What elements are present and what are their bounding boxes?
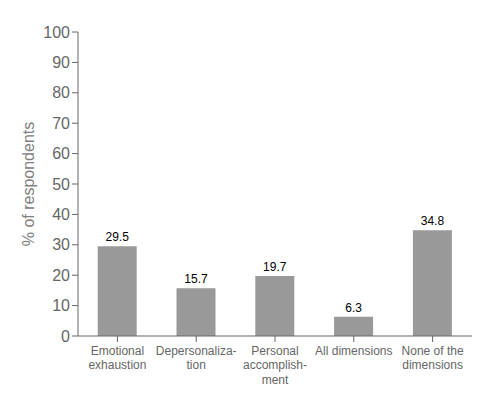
svg-text:40: 40	[52, 206, 70, 223]
svg-text:All dimensions: All dimensions	[315, 344, 392, 358]
svg-text:Personalaccomplish-ment: Personalaccomplish-ment	[243, 344, 307, 387]
svg-text:50: 50	[52, 176, 70, 193]
svg-text:15.7: 15.7	[184, 272, 208, 286]
svg-text:80: 80	[52, 84, 70, 101]
svg-text:0: 0	[61, 328, 70, 345]
svg-text:70: 70	[52, 115, 70, 132]
svg-text:6.3: 6.3	[345, 301, 362, 315]
svg-text:10: 10	[52, 297, 70, 314]
svg-text:Depersonaliza-tion: Depersonaliza-tion	[156, 344, 237, 372]
svg-text:34.8: 34.8	[421, 214, 445, 228]
svg-text:60: 60	[52, 145, 70, 162]
svg-text:% of respondents: % of respondents	[20, 122, 37, 247]
svg-text:Emotionalexhaustion: Emotionalexhaustion	[88, 344, 146, 372]
svg-text:19.7: 19.7	[263, 260, 287, 274]
svg-text:90: 90	[52, 54, 70, 71]
svg-text:30: 30	[52, 236, 70, 253]
svg-text:100: 100	[43, 24, 70, 41]
svg-text:20: 20	[52, 267, 70, 284]
svg-text:29.5: 29.5	[106, 230, 130, 244]
svg-text:None of thedimensions: None of thedimensions	[402, 344, 464, 372]
